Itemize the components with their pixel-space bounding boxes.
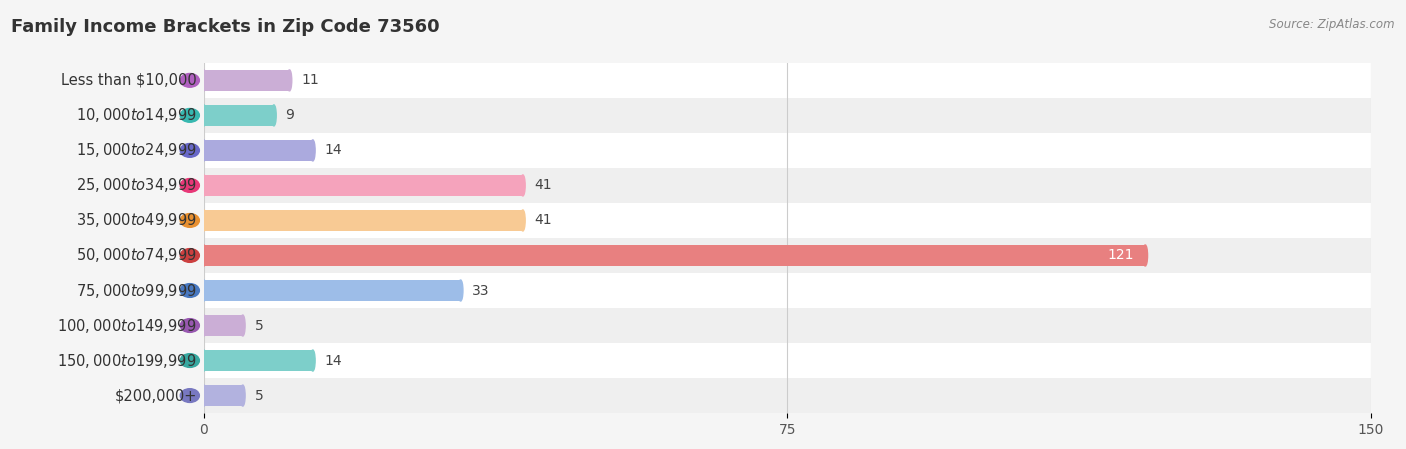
Circle shape	[240, 385, 245, 406]
Bar	[204, 273, 1371, 308]
Text: 5: 5	[254, 388, 263, 403]
Circle shape	[1143, 245, 1147, 266]
Bar	[204, 315, 243, 336]
Text: $10,000 to $14,999: $10,000 to $14,999	[76, 106, 197, 124]
Text: 9: 9	[285, 108, 294, 123]
Circle shape	[458, 280, 463, 301]
Bar	[204, 98, 1371, 133]
Circle shape	[201, 280, 207, 301]
Circle shape	[180, 144, 200, 157]
Circle shape	[180, 319, 200, 332]
Circle shape	[201, 105, 207, 126]
Text: $150,000 to $199,999: $150,000 to $199,999	[58, 352, 197, 370]
Circle shape	[520, 210, 526, 231]
Text: $35,000 to $49,999: $35,000 to $49,999	[76, 211, 197, 229]
Bar	[204, 280, 461, 301]
Text: 11: 11	[301, 73, 319, 88]
Text: $100,000 to $149,999: $100,000 to $149,999	[58, 317, 197, 335]
Text: 33: 33	[472, 283, 489, 298]
Bar	[204, 238, 1371, 273]
Circle shape	[180, 389, 200, 402]
Bar	[204, 210, 523, 231]
Circle shape	[180, 74, 200, 87]
Circle shape	[240, 315, 245, 336]
Circle shape	[520, 175, 526, 196]
Circle shape	[201, 350, 207, 371]
Bar	[204, 378, 1371, 413]
Text: $15,000 to $24,999: $15,000 to $24,999	[76, 141, 197, 159]
Circle shape	[271, 105, 276, 126]
Bar	[204, 105, 274, 126]
Circle shape	[201, 140, 207, 161]
Bar	[204, 133, 1371, 168]
Text: $200,000+: $200,000+	[114, 388, 197, 403]
Circle shape	[311, 140, 315, 161]
Bar	[204, 63, 1371, 98]
Text: 41: 41	[534, 178, 553, 193]
Text: $50,000 to $74,999: $50,000 to $74,999	[76, 247, 197, 264]
Text: 14: 14	[325, 143, 342, 158]
Text: 14: 14	[325, 353, 342, 368]
Text: $75,000 to $99,999: $75,000 to $99,999	[76, 282, 197, 299]
Bar	[204, 343, 1371, 378]
Circle shape	[180, 284, 200, 297]
Text: Family Income Brackets in Zip Code 73560: Family Income Brackets in Zip Code 73560	[11, 18, 440, 36]
Text: Less than $10,000: Less than $10,000	[60, 73, 197, 88]
Circle shape	[180, 249, 200, 262]
Bar	[204, 308, 1371, 343]
Circle shape	[311, 350, 315, 371]
Bar	[204, 385, 243, 406]
Circle shape	[201, 70, 207, 91]
Circle shape	[201, 385, 207, 406]
Circle shape	[201, 315, 207, 336]
Bar	[204, 70, 290, 91]
Circle shape	[201, 210, 207, 231]
Text: 5: 5	[254, 318, 263, 333]
Bar	[204, 350, 312, 371]
Bar	[204, 175, 523, 196]
Text: 41: 41	[534, 213, 553, 228]
Text: 121: 121	[1107, 248, 1133, 263]
Bar	[204, 245, 1146, 266]
Bar	[204, 168, 1371, 203]
Text: Source: ZipAtlas.com: Source: ZipAtlas.com	[1270, 18, 1395, 31]
Circle shape	[180, 354, 200, 367]
Bar	[204, 203, 1371, 238]
Text: $25,000 to $34,999: $25,000 to $34,999	[76, 176, 197, 194]
Circle shape	[180, 109, 200, 122]
Circle shape	[201, 175, 207, 196]
Circle shape	[180, 179, 200, 192]
Bar	[204, 140, 312, 161]
Circle shape	[180, 214, 200, 227]
Circle shape	[201, 245, 207, 266]
Circle shape	[287, 70, 292, 91]
